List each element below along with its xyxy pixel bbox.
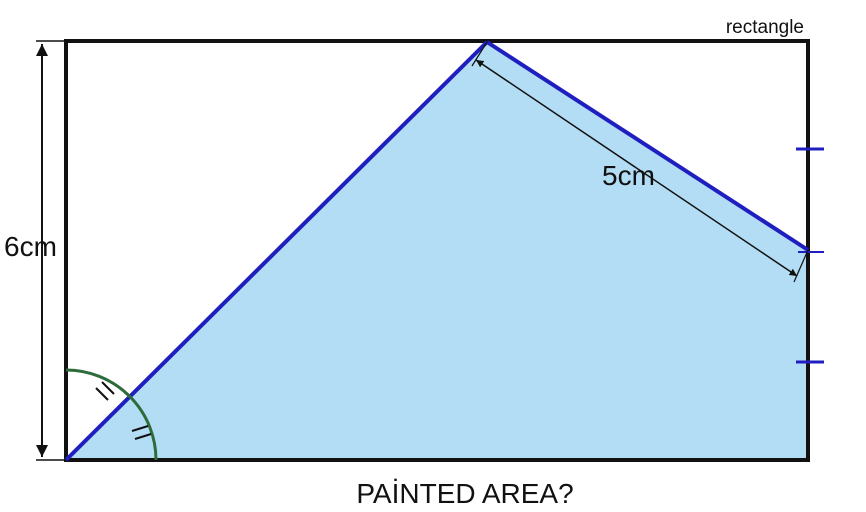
equal-angle-mark-upper xyxy=(95,381,115,401)
painted-region xyxy=(66,42,808,460)
segment-label: 5cm xyxy=(602,160,655,191)
shape-name-label: rectangle xyxy=(726,17,804,38)
angle-arc xyxy=(65,368,158,461)
question-label: PAİNTED AREA? xyxy=(356,478,573,509)
height-label: 6cm xyxy=(4,231,57,262)
segment-extension-bottom xyxy=(793,249,809,283)
segment-dimension-arrow xyxy=(475,59,798,277)
diagonal-edge xyxy=(64,40,489,462)
equal-angle-mark-lower xyxy=(131,425,152,440)
segment-extension-top xyxy=(471,41,488,67)
